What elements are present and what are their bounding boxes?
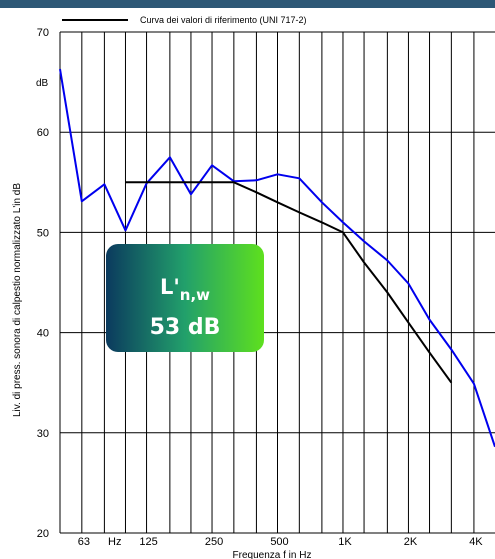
x-axis-title: Frequenza f in Hz xyxy=(233,550,312,559)
legend-label: Curva dei valori di riferimento (UNI 717… xyxy=(140,15,307,25)
y-tick-label: 40 xyxy=(37,328,49,340)
x-tick-label: 63 xyxy=(78,536,90,548)
x-tick-label: 250 xyxy=(205,536,223,548)
y-tick-label: 20 xyxy=(37,528,49,540)
result-symbol: L'n,w xyxy=(160,275,210,304)
y-tick-label: 60 xyxy=(37,127,49,139)
x-tick-label: 2K xyxy=(404,536,418,548)
y-unit-label: dB xyxy=(36,78,49,89)
result-symbol-main: L' xyxy=(160,275,180,299)
x-tick-label: 125 xyxy=(139,536,157,548)
series-line-measured xyxy=(59,68,495,448)
y-tick-label: 50 xyxy=(37,227,49,239)
x-unit-label: Hz xyxy=(108,536,121,548)
header-band xyxy=(0,0,495,8)
result-symbol-sub: n,w xyxy=(180,286,210,304)
y-tick-label: 30 xyxy=(37,428,49,440)
x-tick-label: 500 xyxy=(270,536,288,548)
result-box-bg xyxy=(106,244,264,352)
x-tick-label: 1K xyxy=(338,536,352,548)
result-box: L'n,w 53 dB xyxy=(106,244,264,352)
result-value: 53 dB xyxy=(150,315,221,340)
y-tick-label: 70 xyxy=(37,27,49,39)
x-tick-label: 4K xyxy=(469,536,483,548)
y-axis-title: Liv. di press. sonora di calpestio norma… xyxy=(12,183,23,417)
series-line-reference xyxy=(125,181,453,384)
